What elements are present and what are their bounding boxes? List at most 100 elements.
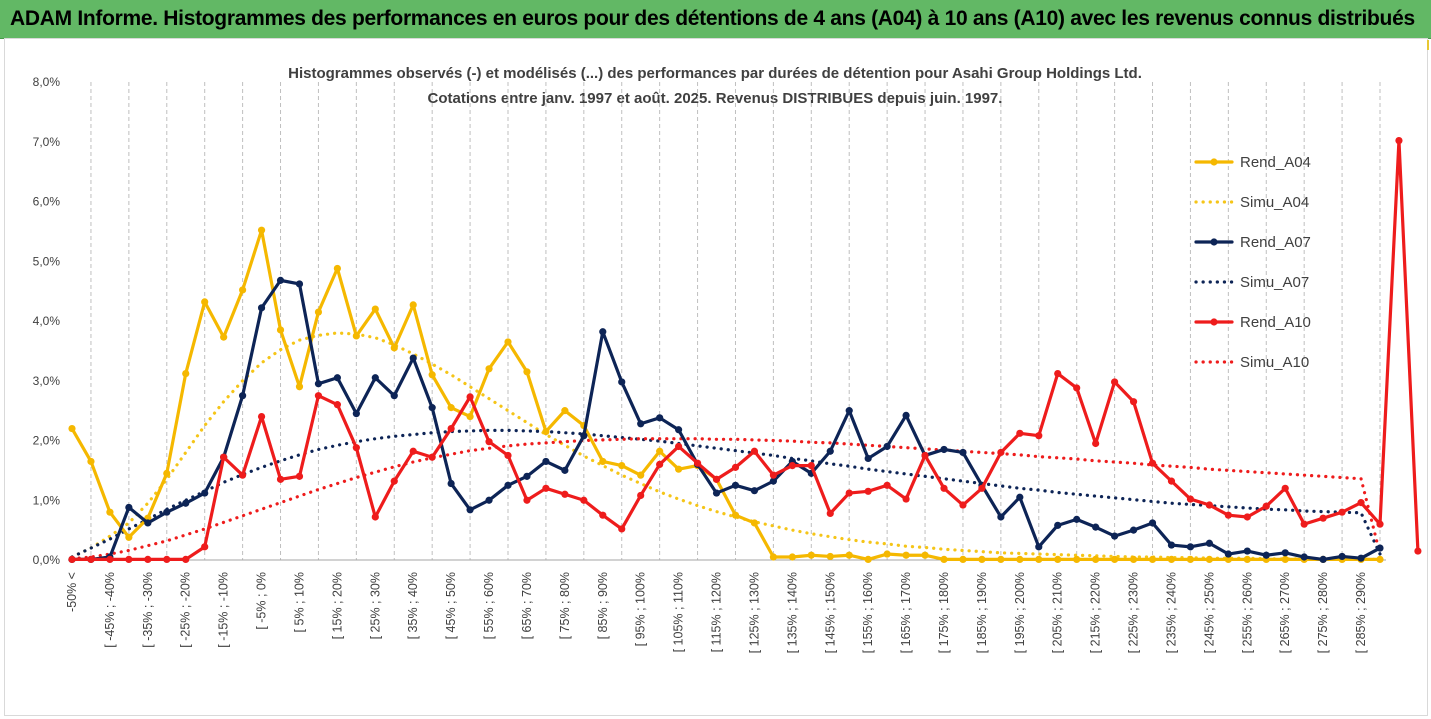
- x-tick-label: [ 5% ; 10%: [292, 572, 306, 632]
- data-point: [637, 471, 645, 479]
- x-tick-label: [ 175% ; 180%: [937, 572, 951, 653]
- x-tick-label: [ 145% ; 150%: [823, 572, 837, 653]
- data-point: [1016, 429, 1024, 437]
- data-point: [1205, 501, 1213, 509]
- y-tick-label: 4,0%: [33, 314, 61, 328]
- x-tick-label: [ -35% ; -30%: [141, 572, 155, 648]
- data-point: [485, 438, 493, 446]
- x-tick-label: [ 125% ; 130%: [747, 572, 761, 653]
- data-point: [580, 432, 588, 440]
- x-tick-label: [ 75% ; 80%: [558, 572, 572, 639]
- chart-legend: Rend_A04 Simu_A04 Rend_A07 Simu_A07 Rend_A10…: [1194, 154, 1311, 371]
- data-point: [1167, 541, 1176, 549]
- data-point: [68, 555, 76, 564]
- data-point: [1016, 555, 1024, 564]
- data-point: [314, 308, 323, 316]
- data-point: [769, 553, 777, 561]
- data-point: [1054, 521, 1062, 529]
- data-point: [163, 555, 171, 564]
- legend-label: Simu_A04: [1240, 194, 1309, 211]
- x-tick-label: [ 95% ; 100%: [634, 572, 648, 646]
- data-point: [1035, 543, 1043, 551]
- data-point: [788, 461, 796, 470]
- data-point: [447, 479, 455, 488]
- data-point: [466, 393, 474, 401]
- data-point: [314, 380, 323, 388]
- data-point: [1129, 398, 1138, 406]
- series-line-simu-a10: [70, 437, 1382, 561]
- report-banner: ADAM Informe. Histogrammes des performan…: [0, 0, 1431, 39]
- data-point: [1224, 550, 1232, 558]
- x-tick-label: [ 55% ; 60%: [482, 572, 496, 639]
- data-point: [1300, 520, 1308, 528]
- data-point: [523, 472, 531, 480]
- data-point: [295, 472, 304, 480]
- legend-label: Rend_A04: [1240, 154, 1311, 171]
- y-tick-label: 5,0%: [33, 254, 61, 268]
- data-point: [125, 555, 133, 564]
- data-point: [542, 427, 550, 436]
- data-point: [352, 332, 360, 340]
- data-point: [826, 447, 834, 455]
- data-point: [675, 442, 683, 451]
- x-tick-label: [ 85% ; 90%: [596, 572, 610, 639]
- data-point: [1035, 432, 1043, 440]
- x-tick-label: [ 115% ; 120%: [710, 572, 724, 652]
- x-tick-label: [ 185% ; 190%: [975, 572, 989, 653]
- data-point: [618, 461, 626, 470]
- x-tick-label: [ 245% ; 250%: [1202, 572, 1216, 653]
- x-tick-label: [ 195% ; 200%: [1013, 572, 1027, 653]
- data-point: [257, 226, 266, 234]
- data-point: [1281, 555, 1289, 564]
- data-point: [599, 511, 607, 519]
- y-tick-label: 2,0%: [33, 434, 61, 448]
- data-point: [656, 414, 664, 422]
- x-tick-label: [ 285% ; 290%: [1354, 572, 1368, 653]
- data-point: [390, 477, 398, 485]
- data-point: [1054, 555, 1062, 564]
- data-point: [656, 460, 664, 468]
- x-tick-label: [ 215% ; 220%: [1089, 572, 1103, 653]
- data-point: [333, 374, 341, 382]
- data-point: [1319, 514, 1327, 522]
- data-point: [144, 519, 152, 527]
- data-point: [997, 513, 1005, 521]
- chart-grid: [68, 82, 1386, 561]
- x-tick-label: [ 225% ; 230%: [1127, 572, 1141, 653]
- data-point: [693, 459, 702, 467]
- data-point: [1167, 555, 1176, 564]
- data-point: [883, 550, 891, 558]
- data-point: [257, 413, 266, 421]
- data-point: [1338, 552, 1346, 561]
- data-point: [428, 371, 436, 379]
- y-tick-label: 3,0%: [33, 374, 61, 388]
- data-point: [1073, 515, 1081, 523]
- data-point: [1243, 513, 1251, 521]
- data-point: [826, 509, 834, 517]
- data-point: [731, 481, 740, 489]
- data-point: [1281, 484, 1289, 492]
- data-point: [163, 508, 171, 516]
- x-tick-label: [ -25% ; -20%: [179, 572, 193, 648]
- data-point: [712, 489, 721, 497]
- data-point: [125, 503, 133, 512]
- data-point: [201, 489, 209, 497]
- data-point: [997, 555, 1005, 564]
- data-point: [864, 454, 872, 463]
- data-point: [390, 344, 398, 352]
- data-point: [466, 413, 474, 421]
- legend-marker: [1210, 158, 1218, 166]
- data-point: [1262, 551, 1270, 559]
- data-point: [1016, 493, 1024, 501]
- data-point: [1338, 508, 1346, 516]
- data-point: [940, 484, 948, 492]
- data-point: [940, 555, 948, 564]
- data-point: [1167, 477, 1176, 485]
- data-point: [485, 365, 493, 373]
- data-point: [750, 487, 759, 495]
- data-point: [371, 374, 379, 382]
- data-point: [314, 392, 323, 400]
- data-point: [769, 477, 777, 485]
- data-point: [1148, 555, 1157, 564]
- data-point: [1073, 555, 1081, 564]
